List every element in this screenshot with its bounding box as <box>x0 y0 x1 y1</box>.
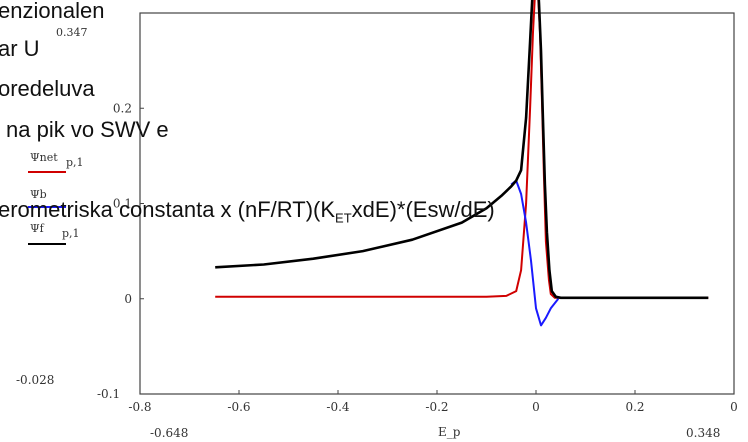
y-tick-label: 0 <box>124 292 132 306</box>
x-tick-label: -0.2 <box>425 400 448 414</box>
overlay-line-2: ar U <box>0 36 40 62</box>
x-tick-label: -0.6 <box>227 400 250 414</box>
series-line-1 <box>511 181 558 326</box>
overlay-line-1: enzionalen <box>0 0 104 24</box>
x-min-marker: -0.648 <box>150 426 188 440</box>
axis-ticks: -0.8 -0.6 -0.4 -0.2 0 0.2 00.20.10 <box>113 101 738 414</box>
overlay-line-5: erometriska constanta x (nF/RT)(KETxdE)*… <box>0 197 495 225</box>
series-line-2 <box>215 0 708 298</box>
x-axis-label: E_p <box>438 425 461 439</box>
x-tick-label: 0 <box>730 400 738 414</box>
overlay-line-4: na pik vo SWV e <box>6 117 169 143</box>
overlay-line-5-sub: ET <box>335 210 352 225</box>
legend-sub-f: p,1 <box>62 227 80 240</box>
legend-sub-net: p,1 <box>66 156 84 169</box>
overlay-line-3: oredeluva <box>0 76 95 102</box>
series-line-0 <box>215 0 708 298</box>
y-min-axis-marker: -0.1 <box>97 387 120 401</box>
y-tick-label: 0.2 <box>113 101 132 115</box>
x-max-marker: 0.348 <box>686 426 720 440</box>
overlay-line-5-tail: xdE)*(Esw/dE) <box>352 197 495 222</box>
x-tick-label: 0.2 <box>625 400 644 414</box>
x-tick-label: -0.8 <box>128 400 151 414</box>
x-tick-label: -0.4 <box>326 400 350 414</box>
legend-label-net: Ψnet <box>30 151 58 164</box>
x-tick-label: 0 <box>532 400 540 414</box>
series-group <box>215 0 708 325</box>
y-min-marker: -0.028 <box>16 373 54 387</box>
y-max-marker: 0.347 <box>56 26 88 39</box>
overlay-line-5-head: erometriska constanta x (nF/RT)(K <box>0 197 335 222</box>
